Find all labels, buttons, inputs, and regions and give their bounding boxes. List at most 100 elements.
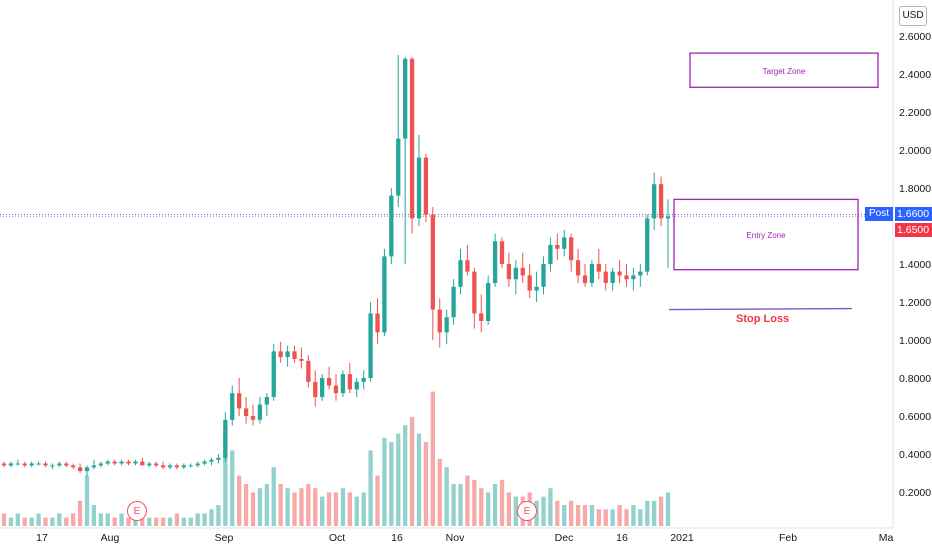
volume-bar	[306, 484, 311, 526]
volume-bar	[569, 500, 574, 526]
volume-bar	[610, 509, 615, 526]
candle-body	[458, 260, 463, 287]
x-tick-label: Dec	[555, 532, 574, 544]
volume-bar	[589, 505, 595, 526]
volume-bar	[472, 479, 477, 526]
volume-bar	[299, 488, 304, 526]
candle-body	[140, 461, 145, 466]
x-tick-label: Aug	[101, 532, 120, 544]
candle-body	[631, 275, 636, 280]
y-tick-label: 2.0000	[899, 145, 931, 157]
candle-body	[409, 58, 415, 219]
candle-body	[243, 408, 249, 416]
last-price-tag: 1.6500	[895, 223, 932, 237]
volume-bar	[562, 505, 567, 526]
candle-body	[71, 465, 76, 468]
entry-zone-label: Entry Zone	[746, 231, 786, 240]
candle-body	[237, 393, 242, 409]
earnings-marker[interactable]: E	[517, 501, 537, 521]
candle-body	[84, 467, 90, 472]
candle-body	[181, 465, 186, 468]
volume-bar	[409, 416, 415, 526]
volume-bar	[119, 513, 124, 526]
volume-bar	[188, 517, 193, 526]
candle-body	[617, 271, 622, 276]
volume-bar	[444, 467, 449, 526]
volume-bar	[154, 517, 159, 526]
candle-body	[43, 463, 48, 466]
candle-body	[382, 256, 387, 333]
candle-body	[230, 393, 235, 420]
volume-bar	[105, 513, 110, 526]
x-tick-label: Ma	[879, 532, 894, 544]
volume-bar	[167, 517, 173, 526]
candle-body	[257, 404, 263, 420]
volume-bar	[57, 513, 62, 526]
volume-bar	[603, 509, 608, 526]
candle-body	[472, 271, 477, 314]
volume-bar	[264, 484, 269, 526]
volume-bar	[8, 517, 14, 526]
candle-body	[624, 275, 629, 280]
volume-bar	[112, 517, 117, 526]
volume-bar	[243, 484, 249, 526]
y-tick-label: 0.8000	[899, 373, 931, 385]
candle-body	[105, 461, 110, 464]
volume-bar	[513, 496, 518, 526]
candle-body	[403, 58, 408, 139]
candle-body	[160, 465, 166, 468]
volume-bar	[416, 433, 422, 526]
y-tick-label: 1.2000	[899, 297, 931, 309]
candle-body	[499, 241, 505, 264]
currency-button[interactable]: USD	[899, 6, 927, 26]
candle-body	[582, 275, 588, 283]
candle-body	[340, 374, 346, 394]
volume-bar	[250, 492, 256, 526]
candle-body	[437, 309, 442, 333]
volume-bar	[36, 513, 41, 526]
y-tick-label: 1.8000	[899, 183, 931, 195]
volume-bar	[84, 475, 90, 526]
volume-bar	[492, 484, 498, 526]
candle-body	[645, 218, 650, 272]
volume-bar	[43, 517, 48, 526]
volume-bar	[582, 505, 588, 526]
candle-body	[520, 267, 525, 276]
target-zone-label: Target Zone	[762, 67, 806, 76]
candle-body	[174, 465, 180, 468]
volume-bar	[451, 484, 456, 526]
volume-bar	[15, 513, 20, 526]
volume-bar	[326, 492, 332, 526]
x-tick-label: Sep	[215, 532, 234, 544]
candle-body	[562, 237, 567, 249]
candle-body	[91, 465, 97, 468]
volume-bar	[652, 500, 657, 526]
candle-body	[1, 463, 7, 466]
candle-body	[638, 271, 643, 276]
y-tick-label: 1.4000	[899, 259, 931, 271]
volume-bar	[575, 505, 581, 526]
candle-body	[313, 381, 318, 397]
volume-bar	[29, 517, 34, 526]
volume-bar	[499, 479, 505, 526]
volume-bar	[292, 492, 297, 526]
volume-bar	[347, 492, 352, 526]
candle-body	[396, 138, 401, 196]
volume-bar	[368, 450, 373, 526]
candle-body	[188, 465, 193, 467]
candle-body	[64, 463, 69, 466]
candle-body	[167, 465, 173, 468]
candle-body	[589, 264, 595, 283]
entry-zone-box	[673, 198, 859, 271]
volume-bar	[555, 500, 560, 526]
candle-body	[430, 214, 435, 310]
candle-body	[119, 461, 124, 464]
earnings-marker[interactable]: E	[127, 501, 147, 521]
volume-bar	[174, 513, 180, 526]
candle-body	[57, 463, 62, 466]
post-price-tag: 1.6600	[895, 207, 932, 221]
candle-body	[465, 260, 470, 272]
volume-bar	[320, 496, 325, 526]
volume-bar	[506, 492, 512, 526]
